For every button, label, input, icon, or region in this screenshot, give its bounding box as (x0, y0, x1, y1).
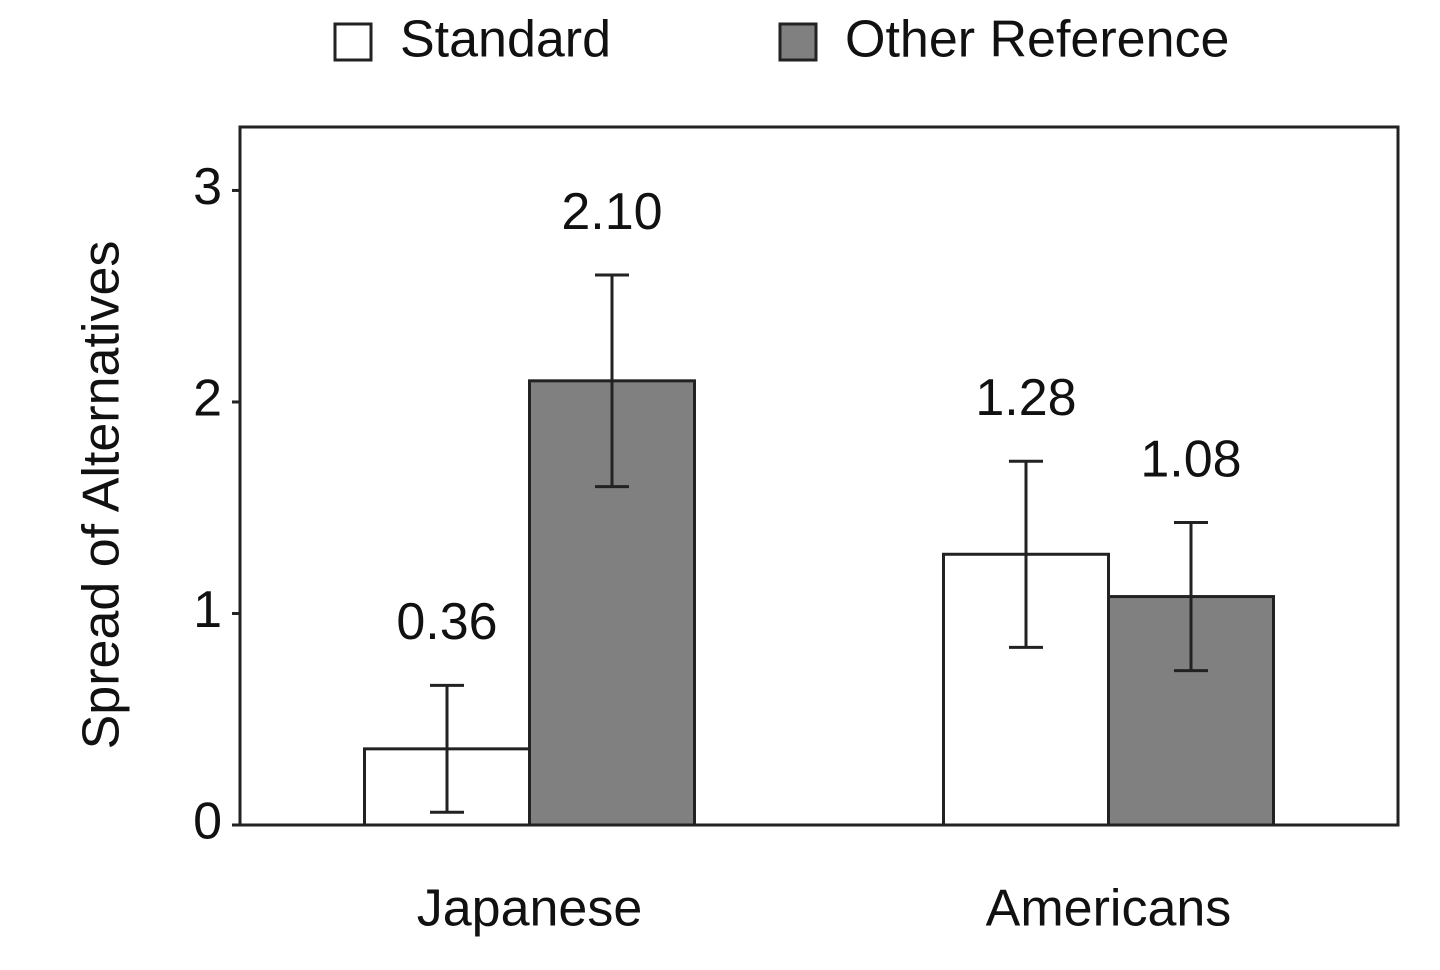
x-tick-label: Americans (986, 880, 1232, 938)
y-tick-label: 1 (193, 581, 222, 639)
value-label: 1.08 (1140, 430, 1241, 488)
y-tick-label: 3 (193, 158, 222, 216)
error-bar (1174, 521, 1208, 673)
error-bar (1009, 459, 1043, 649)
legend-swatch (778, 22, 818, 62)
legend-label: Other Reference (845, 11, 1229, 69)
value-label: 1.28 (975, 369, 1076, 427)
y-axis-label: Spread of Alternatives (73, 241, 131, 750)
y-tick-label: 0 (193, 793, 222, 851)
y-tick-label: 2 (193, 370, 222, 428)
value-label: 0.36 (396, 593, 497, 651)
value-label: 2.10 (561, 183, 662, 241)
error-bar (595, 273, 629, 489)
error-bar (430, 683, 464, 814)
x-tick-label: Japanese (417, 880, 643, 938)
legend-label: Standard (400, 11, 611, 69)
plot-frame (238, 125, 1400, 827)
legend-swatch (333, 22, 373, 62)
